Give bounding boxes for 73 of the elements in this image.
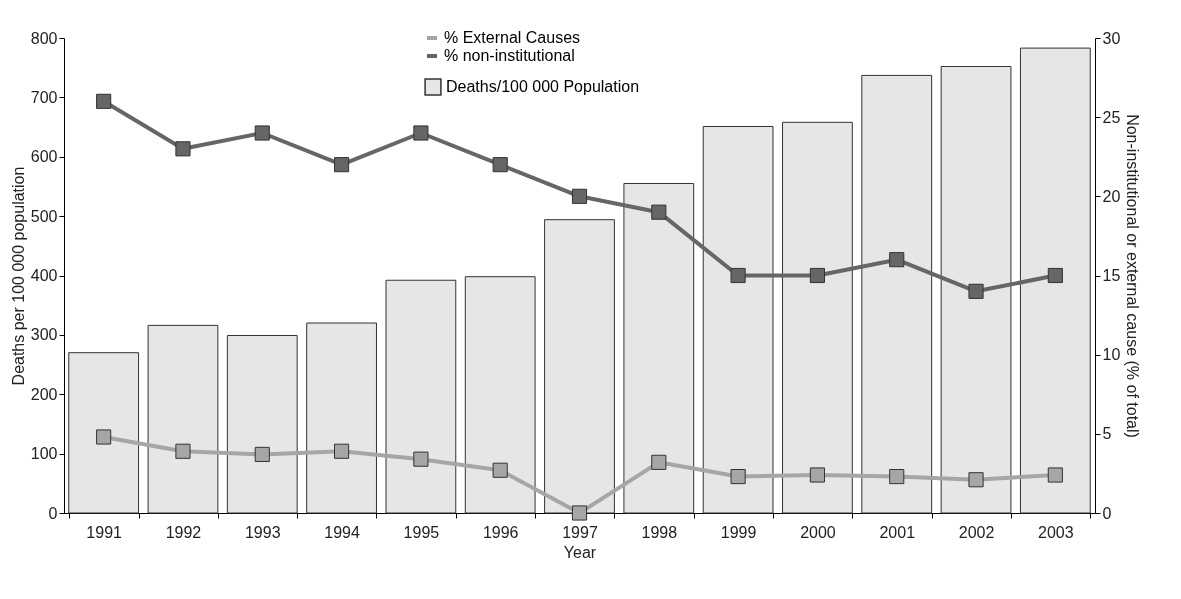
x-tick-label: 1992 bbox=[165, 523, 202, 541]
y2-tick-label: 5 bbox=[1102, 425, 1112, 443]
y-tick-label: 700 bbox=[30, 88, 58, 106]
point bbox=[334, 157, 350, 173]
point bbox=[571, 505, 588, 521]
bar bbox=[464, 276, 536, 514]
point bbox=[651, 204, 667, 220]
bar bbox=[782, 121, 853, 514]
y-tick-label: 0 bbox=[48, 504, 58, 522]
y-tick-label: 300 bbox=[30, 326, 58, 344]
point bbox=[413, 451, 429, 467]
y-tick-label: 500 bbox=[30, 207, 58, 225]
point bbox=[730, 469, 746, 485]
point bbox=[492, 462, 508, 478]
point bbox=[809, 467, 825, 483]
point bbox=[96, 429, 112, 445]
x-tick-label: 1999 bbox=[720, 523, 757, 541]
point bbox=[175, 443, 191, 459]
y-tick-label: 100 bbox=[30, 445, 58, 463]
point bbox=[889, 469, 905, 485]
point bbox=[334, 443, 350, 459]
point bbox=[413, 125, 429, 141]
bar bbox=[623, 182, 695, 514]
point bbox=[1047, 267, 1063, 284]
x-tick-label: 1991 bbox=[86, 523, 123, 541]
y2-tick-label: 15 bbox=[1102, 267, 1121, 284]
point bbox=[254, 125, 270, 141]
point bbox=[651, 454, 667, 470]
bar bbox=[68, 352, 140, 514]
x-tick-label: 1997 bbox=[562, 523, 598, 541]
point bbox=[175, 141, 191, 157]
x-tick-label: 1994 bbox=[324, 523, 360, 541]
y-tick-label: 800 bbox=[30, 29, 58, 47]
point bbox=[968, 472, 984, 488]
bar bbox=[226, 334, 298, 514]
y2-tick-label: 20 bbox=[1102, 187, 1121, 205]
point bbox=[492, 157, 508, 173]
bar bbox=[385, 279, 457, 514]
point bbox=[730, 267, 746, 284]
x-tick-label: 1998 bbox=[641, 523, 678, 541]
point bbox=[96, 93, 112, 109]
y2-axis-title: Non-institutional or external cause (% of total) bbox=[1124, 114, 1142, 438]
legend-label: % non-institutional bbox=[444, 47, 575, 64]
bar bbox=[940, 66, 1012, 514]
y-tick-label: 600 bbox=[30, 148, 58, 166]
point bbox=[254, 446, 270, 462]
bar bbox=[1019, 47, 1091, 514]
legend-label: Deaths/100 000 Population bbox=[446, 78, 640, 95]
x-tick-label: 2003 bbox=[1038, 523, 1074, 541]
y2-tick-label: 10 bbox=[1102, 346, 1121, 364]
bar bbox=[702, 125, 774, 514]
bar bbox=[306, 322, 377, 514]
point bbox=[571, 188, 588, 204]
x-tick-label: 2001 bbox=[879, 523, 916, 541]
x-tick-label: 1993 bbox=[244, 523, 281, 541]
x-tick-label: 2000 bbox=[800, 523, 836, 541]
y2-tick-label: 25 bbox=[1102, 108, 1121, 126]
x-axis-title: Year bbox=[563, 543, 597, 561]
y-tick-label: 200 bbox=[30, 385, 58, 403]
y-tick-label: 400 bbox=[30, 267, 58, 284]
point bbox=[889, 252, 905, 268]
bar bbox=[147, 324, 219, 514]
x-tick-label: 1996 bbox=[482, 523, 519, 541]
point bbox=[809, 267, 825, 284]
x-tick-label: 2002 bbox=[958, 523, 995, 541]
y-axis-title: Deaths per 100 000 population bbox=[9, 166, 27, 386]
legend-label: % External Causes bbox=[444, 29, 581, 46]
x-tick-label: 1995 bbox=[403, 523, 440, 541]
point bbox=[1047, 467, 1063, 483]
point bbox=[968, 283, 984, 299]
bar bbox=[861, 74, 933, 514]
y2-tick-label: 0 bbox=[1102, 504, 1112, 522]
y2-tick-label: 30 bbox=[1102, 29, 1121, 47]
